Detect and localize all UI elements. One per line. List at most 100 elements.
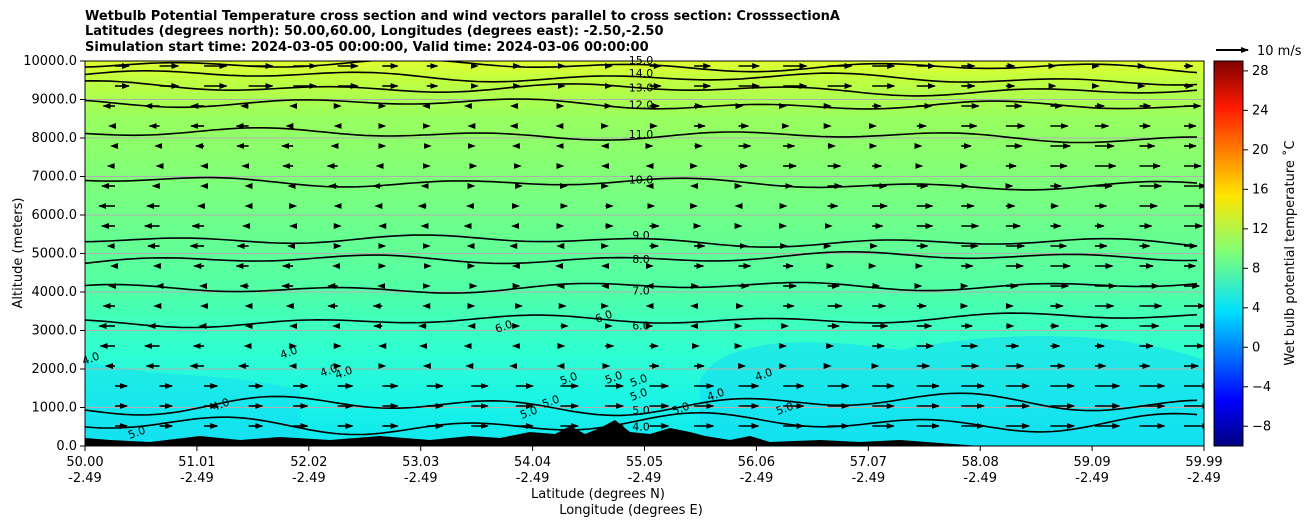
x-axis-label-lon: Longitude (degrees E) — [559, 503, 703, 518]
y-tick-label: 8000.0 — [32, 131, 78, 146]
x-tick-label-lat: 55.05 — [626, 455, 663, 470]
contour-line — [85, 176, 1198, 191]
x-tick-label-lat: 53.03 — [402, 455, 439, 470]
y-tick-label: 6000.0 — [32, 208, 78, 223]
contour-label: 14.0 — [629, 67, 654, 80]
colorbar-tick-label: 24 — [1252, 103, 1269, 118]
x-tick-label-lat: 50.00 — [66, 455, 103, 470]
colorbar-tick-label: −4 — [1252, 380, 1271, 395]
x-tick-label-lon: -2.49 — [404, 471, 438, 486]
x-axis: 50.00-2.4951.01-2.4952.02-2.4953.03-2.49… — [66, 446, 1223, 486]
contour-labels: 15.014.013.012.011.010.09.08.07.06.05.04… — [80, 54, 795, 442]
y-tick-label: 4000.0 — [32, 285, 78, 300]
contour-line — [85, 127, 1198, 144]
y-tick-label: 0.0 — [56, 439, 77, 454]
contour-label: 4.0 — [632, 421, 650, 434]
contour-line — [85, 70, 1198, 86]
x-tick-label-lat: 58.08 — [962, 455, 999, 470]
x-tick-label-lat: 51.01 — [178, 455, 215, 470]
contour-lines — [85, 61, 1198, 436]
contour-label: 4.0 — [705, 386, 726, 404]
contour-label: 6.0 — [632, 320, 650, 333]
y-tick-label: 7000.0 — [32, 170, 78, 185]
quiver-key: 10 m/s — [1216, 44, 1302, 59]
contour-label: 4.0 — [278, 344, 299, 362]
y-tick-label: 5000.0 — [32, 247, 78, 262]
contour-label: 5.0 — [603, 369, 624, 387]
contour-label: 4.0 — [210, 396, 231, 414]
colorbar-tick-label: −8 — [1252, 419, 1271, 434]
contour-label: 5.0 — [628, 386, 649, 404]
x-axis-label-lat: Latitude (degrees N) — [531, 487, 665, 502]
contour-line — [85, 251, 1198, 265]
contour-label: 5.0 — [670, 400, 691, 418]
contour-label: 9.0 — [632, 229, 650, 242]
x-tick-label-lon: -2.49 — [1075, 471, 1109, 486]
colorbar-tick-label: 28 — [1252, 64, 1269, 79]
cold-region-east — [700, 336, 1204, 446]
colorbar-label: Wet bulb potential temperature ˚C — [1282, 140, 1298, 365]
contour-label: 4.0 — [318, 362, 339, 380]
contour-label: 4.0 — [80, 350, 101, 368]
contour-label: 5.0 — [558, 370, 579, 388]
x-tick-label-lat: 59.09 — [1073, 455, 1110, 470]
contour-label: 11.0 — [629, 128, 654, 141]
contour-label: 5.0 — [518, 404, 539, 422]
y-tick-label: 10000.0 — [23, 54, 77, 69]
colorbar-tick-label: 12 — [1252, 222, 1269, 237]
terrain-orography — [85, 420, 980, 446]
chart-subtitle-times: Simulation start time: 2024-03-05 00:00:… — [85, 40, 649, 55]
chart-subtitle-coords: Latitudes (degrees north): 50.00,60.00, … — [85, 24, 664, 39]
x-tick-label-lon: -2.49 — [628, 471, 662, 486]
colorbar-tick-label: 8 — [1252, 261, 1260, 276]
contour-label: 5.0 — [628, 372, 649, 390]
y-tick-label: 3000.0 — [32, 324, 78, 339]
contour-label: 8.0 — [632, 253, 650, 266]
contour-line — [85, 392, 1198, 417]
grid-lines — [85, 99, 1204, 408]
y-axis-label: Altitude (meters) — [11, 198, 26, 309]
x-tick-label-lat: 52.02 — [290, 455, 327, 470]
contour-label: 5.0 — [126, 424, 147, 442]
contour-label: 12.0 — [629, 98, 654, 111]
x-tick-label-lon: -2.49 — [740, 471, 774, 486]
x-tick-label-lon: -2.49 — [292, 471, 326, 486]
contour-label: 10.0 — [629, 173, 654, 186]
colorbar-gradient — [1213, 60, 1244, 447]
chart-title: Wetbulb Potential Temperature cross sect… — [85, 9, 840, 24]
cold-region-west — [85, 360, 300, 446]
contour-label: 6.0 — [493, 318, 514, 336]
y-tick-label: 9000.0 — [32, 93, 78, 108]
colorbar-tick-label: 20 — [1252, 143, 1269, 158]
contour-label: 15.0 — [629, 54, 654, 67]
y-axis: 0.0 1000.0 2000.0 3000.0 4000.0 5000.0 6000.0 7… — [23, 54, 85, 454]
plot-area — [84, 60, 1205, 447]
contour-line — [85, 312, 1198, 329]
colorbar-tick-label: 16 — [1252, 182, 1269, 197]
colorbar-tick-label: 0 — [1252, 340, 1260, 355]
contour-label: 5.0 — [632, 404, 650, 417]
x-tick-label-lon: -2.49 — [68, 471, 102, 486]
contour-label: 7.0 — [632, 285, 650, 298]
contour-line — [85, 98, 1198, 110]
x-tick-label-lat: 59.99 — [1185, 455, 1222, 470]
colorbar-tick-label: 4 — [1252, 301, 1260, 316]
contour-label: 5.0 — [540, 393, 561, 411]
contour-label: 5.0 — [774, 400, 795, 418]
x-tick-label-lat: 54.04 — [514, 455, 551, 470]
contour-label: 4.0 — [333, 364, 354, 382]
x-tick-label-lon: -2.49 — [963, 471, 997, 486]
contour-line — [85, 411, 1198, 436]
x-tick-label-lat: 56.06 — [738, 455, 775, 470]
y-tick-label: 2000.0 — [32, 362, 78, 377]
x-tick-label-lon: -2.49 — [180, 471, 214, 486]
x-tick-label-lat: 57.07 — [850, 455, 887, 470]
contour-line — [85, 234, 1198, 248]
x-tick-label-lon: -2.49 — [516, 471, 550, 486]
wind-vectors — [98, 63, 1204, 429]
contour-label: 13.0 — [629, 81, 654, 94]
contour-label: 6.0 — [593, 308, 614, 326]
contour-label: 4.0 — [753, 366, 774, 384]
x-tick-label-lon: -2.49 — [851, 471, 885, 486]
